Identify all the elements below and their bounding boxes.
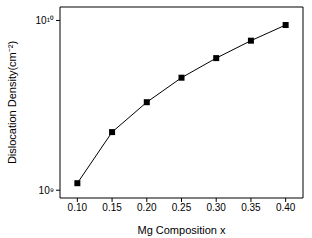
svg-text:0.40: 0.40 bbox=[276, 202, 296, 213]
svg-text:0.20: 0.20 bbox=[137, 202, 157, 213]
svg-text:0.15: 0.15 bbox=[102, 202, 122, 213]
svg-text:0.30: 0.30 bbox=[206, 202, 226, 213]
svg-text:0.10: 0.10 bbox=[68, 202, 88, 213]
svg-text:10⁹: 10⁹ bbox=[39, 185, 54, 196]
svg-text:0.25: 0.25 bbox=[172, 202, 192, 213]
svg-text:Dislocation Density(cm⁻²): Dislocation Density(cm⁻²) bbox=[8, 41, 18, 164]
svg-text:0.35: 0.35 bbox=[241, 202, 261, 213]
svg-text:10¹⁰: 10¹⁰ bbox=[36, 15, 54, 26]
svg-text:Mg Composition x: Mg Composition x bbox=[137, 224, 226, 236]
